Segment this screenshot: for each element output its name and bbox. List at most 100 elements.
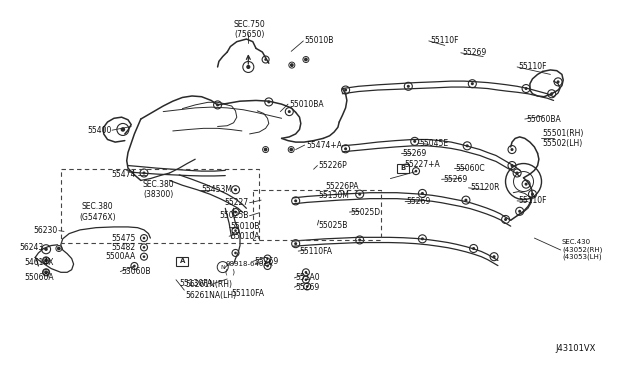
Text: 56243: 56243 bbox=[19, 243, 44, 252]
Text: 55110FA: 55110FA bbox=[300, 247, 333, 256]
Circle shape bbox=[557, 80, 559, 83]
Circle shape bbox=[493, 255, 495, 258]
Circle shape bbox=[466, 144, 468, 147]
Text: SEC.430
(43052(RH)
(43053(LH): SEC.430 (43052(RH) (43053(LH) bbox=[562, 240, 602, 260]
Text: 53060B: 53060B bbox=[122, 267, 151, 276]
Circle shape bbox=[45, 259, 47, 262]
Text: 551A0: 551A0 bbox=[296, 273, 320, 282]
Circle shape bbox=[421, 192, 424, 195]
Text: 55474: 55474 bbox=[111, 170, 136, 179]
Circle shape bbox=[518, 210, 521, 213]
Text: 55060A: 55060A bbox=[24, 273, 54, 282]
Text: 55482: 55482 bbox=[111, 243, 136, 252]
Text: 55060BA: 55060BA bbox=[526, 115, 561, 124]
Text: 56230: 56230 bbox=[33, 226, 58, 235]
Text: 55501(RH)
55502(LH): 55501(RH) 55502(LH) bbox=[543, 129, 584, 148]
Text: 55269: 55269 bbox=[462, 48, 486, 57]
Circle shape bbox=[234, 251, 237, 254]
Circle shape bbox=[290, 148, 292, 151]
Circle shape bbox=[266, 264, 269, 267]
Circle shape bbox=[246, 65, 250, 69]
Circle shape bbox=[511, 148, 513, 151]
Text: 55226PA: 55226PA bbox=[325, 182, 358, 190]
Text: 55010B: 55010B bbox=[230, 222, 260, 231]
Text: 55269: 55269 bbox=[443, 175, 467, 184]
Text: 55130M: 55130M bbox=[319, 191, 349, 200]
Circle shape bbox=[294, 199, 297, 202]
Circle shape bbox=[264, 58, 267, 61]
Text: B: B bbox=[401, 165, 406, 171]
Text: 55227: 55227 bbox=[224, 198, 248, 207]
Circle shape bbox=[133, 264, 136, 267]
Circle shape bbox=[291, 64, 293, 66]
Circle shape bbox=[234, 188, 237, 191]
Circle shape bbox=[120, 127, 125, 132]
Text: 55475: 55475 bbox=[111, 234, 136, 243]
Text: 55453M: 55453M bbox=[202, 185, 232, 194]
Circle shape bbox=[511, 164, 513, 167]
Text: 55045E: 55045E bbox=[419, 139, 449, 148]
Text: 55400: 55400 bbox=[88, 126, 112, 135]
Text: 55110F: 55110F bbox=[518, 62, 547, 71]
Text: 55269: 55269 bbox=[296, 283, 320, 292]
Text: 55025B: 55025B bbox=[219, 211, 248, 220]
Circle shape bbox=[465, 199, 467, 202]
Circle shape bbox=[471, 82, 474, 85]
Text: 55227+A: 55227+A bbox=[404, 160, 440, 169]
Text: SEC.380
(38300): SEC.380 (38300) bbox=[143, 180, 175, 199]
Circle shape bbox=[344, 89, 347, 92]
Circle shape bbox=[306, 285, 308, 288]
Circle shape bbox=[415, 170, 417, 173]
Circle shape bbox=[44, 247, 48, 251]
Circle shape bbox=[504, 218, 507, 221]
Circle shape bbox=[234, 229, 237, 232]
Circle shape bbox=[344, 147, 347, 150]
Circle shape bbox=[407, 85, 410, 88]
Bar bbox=[397, 164, 409, 173]
Text: 55120R: 55120R bbox=[470, 183, 500, 192]
Circle shape bbox=[264, 148, 267, 151]
Text: 56261N(RH)
56261NA(LH): 56261N(RH) 56261NA(LH) bbox=[186, 280, 237, 300]
Text: 55110F: 55110F bbox=[430, 36, 459, 45]
Text: 55010BA: 55010BA bbox=[289, 100, 324, 109]
Text: 55269: 55269 bbox=[255, 257, 279, 266]
Circle shape bbox=[45, 271, 47, 274]
Text: 55110FA: 55110FA bbox=[232, 289, 265, 298]
Text: 55226P: 55226P bbox=[319, 161, 348, 170]
Text: SEC.380
(G5476X): SEC.380 (G5476X) bbox=[79, 202, 116, 222]
Circle shape bbox=[358, 193, 361, 196]
Circle shape bbox=[143, 171, 145, 174]
Circle shape bbox=[234, 211, 237, 214]
Circle shape bbox=[45, 271, 47, 273]
Text: 55110F: 55110F bbox=[518, 196, 547, 205]
Text: 54614X: 54614X bbox=[24, 258, 54, 267]
Bar bbox=[177, 257, 188, 266]
Text: J43101VX: J43101VX bbox=[556, 344, 596, 353]
Circle shape bbox=[266, 257, 269, 260]
Circle shape bbox=[358, 238, 361, 241]
Text: 55060C: 55060C bbox=[456, 164, 485, 173]
Circle shape bbox=[421, 237, 424, 240]
Text: 08918-6401A
(  ): 08918-6401A ( ) bbox=[225, 261, 273, 275]
Text: 55010A: 55010A bbox=[230, 232, 260, 241]
Circle shape bbox=[525, 183, 527, 186]
Text: SEC.750
(75650): SEC.750 (75650) bbox=[234, 20, 266, 39]
Circle shape bbox=[516, 171, 518, 174]
Circle shape bbox=[305, 278, 307, 281]
Circle shape bbox=[525, 87, 527, 90]
Circle shape bbox=[288, 110, 291, 113]
Text: 55025B: 55025B bbox=[319, 221, 348, 230]
Circle shape bbox=[58, 247, 60, 250]
Circle shape bbox=[143, 246, 145, 249]
Circle shape bbox=[550, 92, 553, 95]
Circle shape bbox=[143, 255, 145, 258]
Circle shape bbox=[294, 242, 297, 245]
Text: A: A bbox=[180, 258, 185, 264]
Text: 55025D: 55025D bbox=[351, 208, 381, 217]
Circle shape bbox=[305, 271, 307, 274]
Circle shape bbox=[531, 193, 534, 196]
Text: 55269: 55269 bbox=[406, 197, 431, 206]
Circle shape bbox=[216, 103, 219, 106]
Text: N: N bbox=[220, 264, 225, 270]
Text: 55474+A: 55474+A bbox=[306, 141, 342, 150]
